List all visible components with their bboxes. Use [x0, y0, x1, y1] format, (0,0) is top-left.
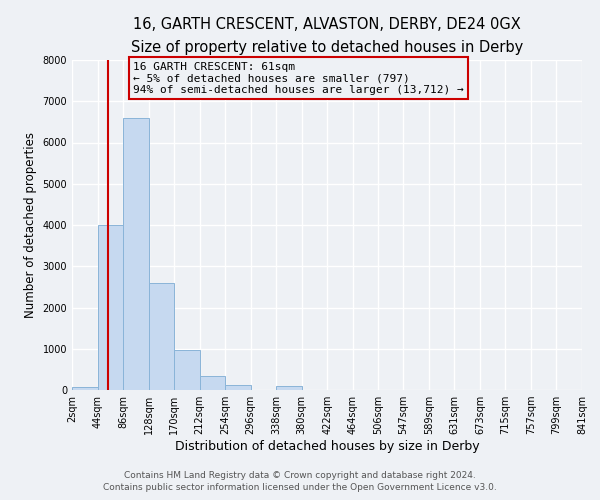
Bar: [72, 387, 98, 390]
X-axis label: Distribution of detached houses by size in Derby: Distribution of detached houses by size …: [175, 440, 479, 453]
Title: 16, GARTH CRESCENT, ALVASTON, DERBY, DE24 0GX
Size of property relative to detac: 16, GARTH CRESCENT, ALVASTON, DERBY, DE2…: [131, 18, 523, 54]
Bar: [123, 118, 149, 390]
Y-axis label: Number of detached properties: Number of detached properties: [24, 132, 37, 318]
Bar: [98, 225, 123, 390]
Bar: [276, 386, 302, 390]
Bar: [225, 385, 251, 390]
Text: 16 GARTH CRESCENT: 61sqm
← 5% of detached houses are smaller (797)
94% of semi-d: 16 GARTH CRESCENT: 61sqm ← 5% of detache…: [133, 62, 464, 95]
Bar: [174, 350, 200, 390]
Bar: [200, 376, 225, 390]
Text: Contains HM Land Registry data © Crown copyright and database right 2024.
Contai: Contains HM Land Registry data © Crown c…: [103, 471, 497, 492]
Bar: [149, 283, 174, 390]
